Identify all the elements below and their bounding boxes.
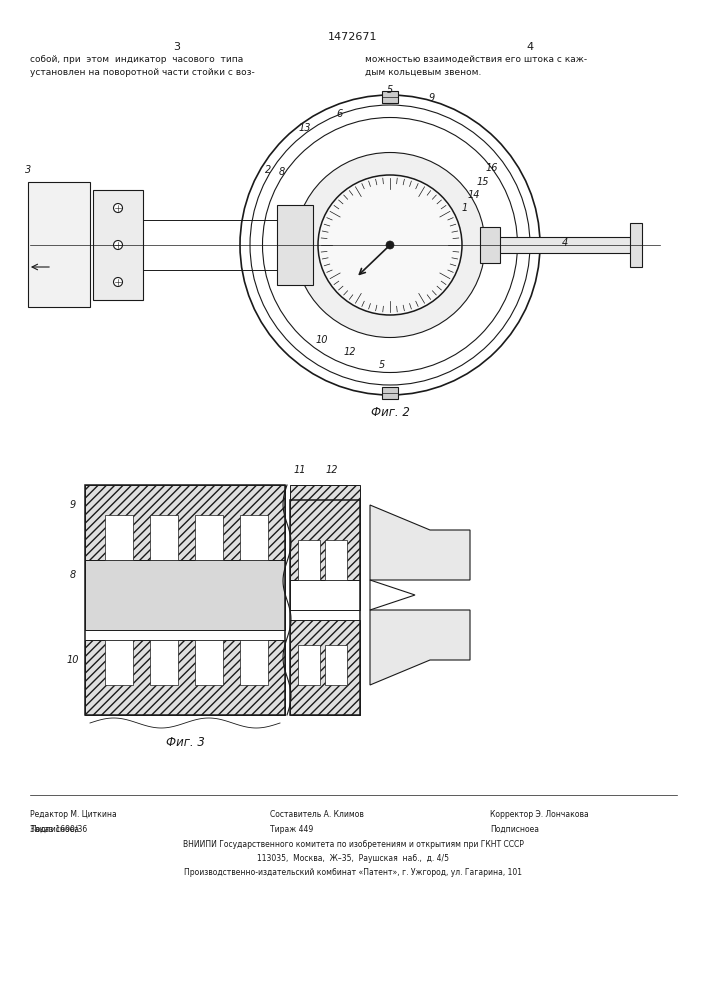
- Text: 5: 5: [387, 85, 393, 95]
- Text: Фиг. 3: Фиг. 3: [165, 736, 204, 750]
- Text: Производственно-издательский комбинат «Патент», г. Ужгород, ул. Гагарина, 101: Производственно-издательский комбинат «П…: [184, 868, 522, 877]
- Bar: [195, 640, 223, 685]
- Text: 11: 11: [293, 465, 306, 475]
- Bar: [85, 485, 285, 560]
- Bar: [150, 640, 178, 685]
- Text: 8: 8: [279, 167, 285, 177]
- Text: можностью взаимодействия его штока с каж-
дым кольцевым звеном.: можностью взаимодействия его штока с каж…: [365, 55, 587, 77]
- Bar: [290, 485, 360, 580]
- Ellipse shape: [264, 119, 516, 371]
- Text: 2: 2: [265, 165, 271, 175]
- Text: 6: 6: [337, 109, 343, 119]
- Text: 3: 3: [173, 42, 180, 52]
- Text: 16: 16: [486, 163, 498, 173]
- Bar: [382, 91, 398, 103]
- Text: 8: 8: [70, 570, 76, 580]
- Text: Подписноеа: Подписноеа: [490, 825, 539, 834]
- Ellipse shape: [318, 175, 462, 315]
- Bar: [277, 205, 313, 285]
- Bar: [325, 540, 347, 580]
- Circle shape: [386, 241, 394, 249]
- Bar: [290, 620, 360, 715]
- Bar: [105, 515, 133, 560]
- Text: 1: 1: [462, 203, 468, 213]
- Text: ВНИИПИ Государственного комитета по изобретениям и открытиям при ГКНТ СССР: ВНИИПИ Государственного комитета по изоб…: [182, 840, 523, 849]
- Text: 12: 12: [326, 465, 338, 475]
- Text: 3: 3: [25, 165, 31, 175]
- Text: 15: 15: [477, 177, 489, 187]
- Bar: [28, 182, 90, 307]
- Text: 4: 4: [562, 238, 568, 248]
- Bar: [298, 540, 320, 580]
- Bar: [240, 515, 268, 560]
- Bar: [485, 237, 635, 253]
- Bar: [290, 500, 360, 715]
- Bar: [298, 645, 320, 685]
- Bar: [630, 223, 642, 267]
- Text: 4: 4: [527, 42, 534, 52]
- Bar: [93, 190, 143, 300]
- Text: 12: 12: [344, 347, 356, 357]
- Text: 9: 9: [429, 93, 435, 103]
- Circle shape: [114, 240, 122, 249]
- Text: 13: 13: [299, 123, 311, 133]
- Bar: [150, 515, 178, 560]
- Polygon shape: [370, 505, 470, 580]
- Bar: [325, 645, 347, 685]
- Bar: [480, 227, 500, 263]
- Text: 113035,  Москва,  Ж–35,  Раушская  наб.,  д. 4/5: 113035, Москва, Ж–35, Раушская наб., д. …: [257, 854, 449, 863]
- Bar: [195, 515, 223, 560]
- Circle shape: [114, 277, 122, 286]
- Polygon shape: [370, 610, 470, 685]
- Text: 5: 5: [379, 360, 385, 370]
- Text: 1472671: 1472671: [328, 32, 378, 42]
- Text: собой, при  этом  индикатор  часового  типа
установлен на поворотной части стойк: собой, при этом индикатор часового типа …: [30, 55, 255, 77]
- Text: Фиг. 2: Фиг. 2: [370, 406, 409, 420]
- Bar: [85, 485, 285, 715]
- Text: Подписноеа: Подписноеа: [30, 825, 79, 834]
- Text: 14: 14: [468, 190, 480, 200]
- Ellipse shape: [295, 152, 485, 338]
- Bar: [382, 387, 398, 399]
- Bar: [85, 560, 285, 630]
- Bar: [290, 580, 360, 610]
- Text: Корректор Э. Лончакова: Корректор Э. Лончакова: [490, 810, 589, 819]
- Circle shape: [114, 204, 122, 213]
- Text: Заказ 1690/36: Заказ 1690/36: [30, 825, 87, 834]
- Text: 9: 9: [70, 500, 76, 510]
- Bar: [240, 640, 268, 685]
- Text: Редактор М. Циткина: Редактор М. Циткина: [30, 810, 117, 819]
- Bar: [105, 640, 133, 685]
- Polygon shape: [370, 580, 415, 610]
- Bar: [85, 640, 285, 715]
- Text: 10: 10: [316, 335, 328, 345]
- Text: Составитель А. Климов: Составитель А. Климов: [270, 810, 364, 819]
- Text: 10: 10: [66, 655, 79, 665]
- Text: Тираж 449: Тираж 449: [270, 825, 313, 834]
